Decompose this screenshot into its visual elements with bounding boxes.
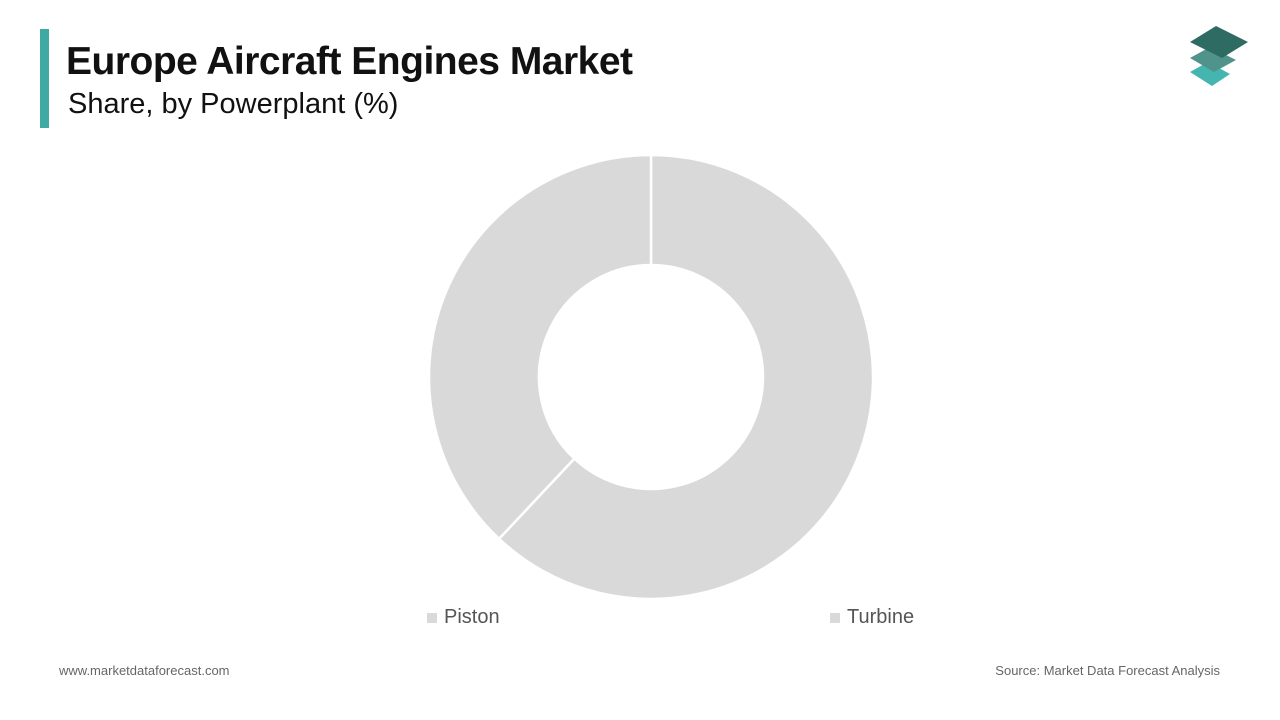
legend-swatch: [830, 612, 840, 623]
legend-item-piston: Piston: [427, 606, 500, 629]
chart-title: Europe Aircraft Engines Market: [66, 40, 633, 83]
donut-slice-turbine: [427, 153, 653, 541]
source-note: Source: Market Data Forecast Analysis: [995, 663, 1220, 678]
legend-label: Piston: [444, 606, 500, 628]
website-url: www.marketdataforecast.com: [59, 663, 230, 678]
legend-label: Turbine: [847, 606, 915, 628]
donut-slice-piston: [497, 153, 875, 601]
legend-item-turbine: Turbine: [830, 606, 914, 629]
title-accent-bar: [40, 29, 49, 128]
chart-subtitle: Share, by Powerplant (%): [68, 88, 399, 120]
company-logo-icon: [1190, 26, 1248, 86]
legend-swatch: [427, 612, 437, 623]
